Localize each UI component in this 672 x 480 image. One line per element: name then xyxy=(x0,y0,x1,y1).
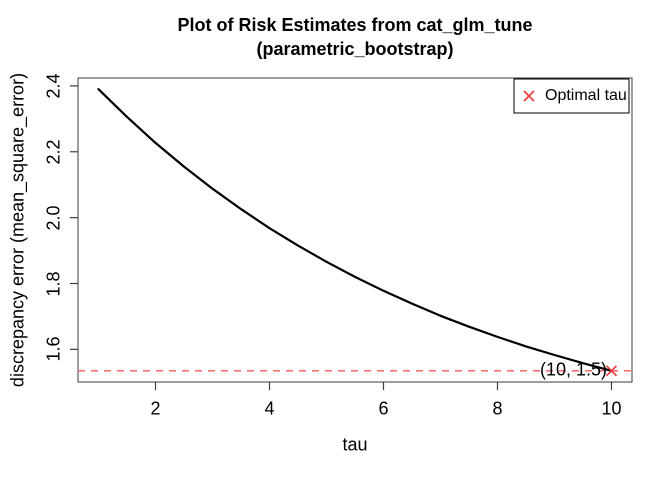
chart-title: Plot of Risk Estimates from cat_glm_tune xyxy=(177,15,533,35)
y-tick-label: 1.6 xyxy=(43,336,64,362)
x-axis-label: tau xyxy=(342,434,368,455)
y-tick-label: 1.8 xyxy=(43,271,64,297)
chart-subtitle: (parametric_bootstrap) xyxy=(256,39,454,59)
optimal-point-annotation: (10, 1.5) xyxy=(539,359,607,380)
legend-box xyxy=(513,78,630,114)
y-tick-label: 2.4 xyxy=(43,73,64,99)
x-tick-label: 10 xyxy=(601,398,622,419)
y-tick-label: 2.2 xyxy=(43,139,64,165)
plot-border xyxy=(77,77,633,383)
legend-label: Optimal tau xyxy=(545,87,627,104)
optimal-point-x-marker xyxy=(605,365,618,377)
risk-estimate-curve xyxy=(97,88,613,372)
y-axis-tick-marks xyxy=(70,85,78,350)
x-axis-tick-marks xyxy=(154,382,613,390)
y-tick-label: 2.0 xyxy=(43,205,64,231)
y-axis-label: discrepancy error (mean_square_error) xyxy=(7,72,28,388)
x-tick-label: 8 xyxy=(492,398,503,419)
x-tick-label: 6 xyxy=(378,398,389,419)
x-tick-label: 2 xyxy=(150,398,161,419)
x-tick-label: 4 xyxy=(264,398,275,419)
legend-x-marker-icon xyxy=(523,90,535,102)
